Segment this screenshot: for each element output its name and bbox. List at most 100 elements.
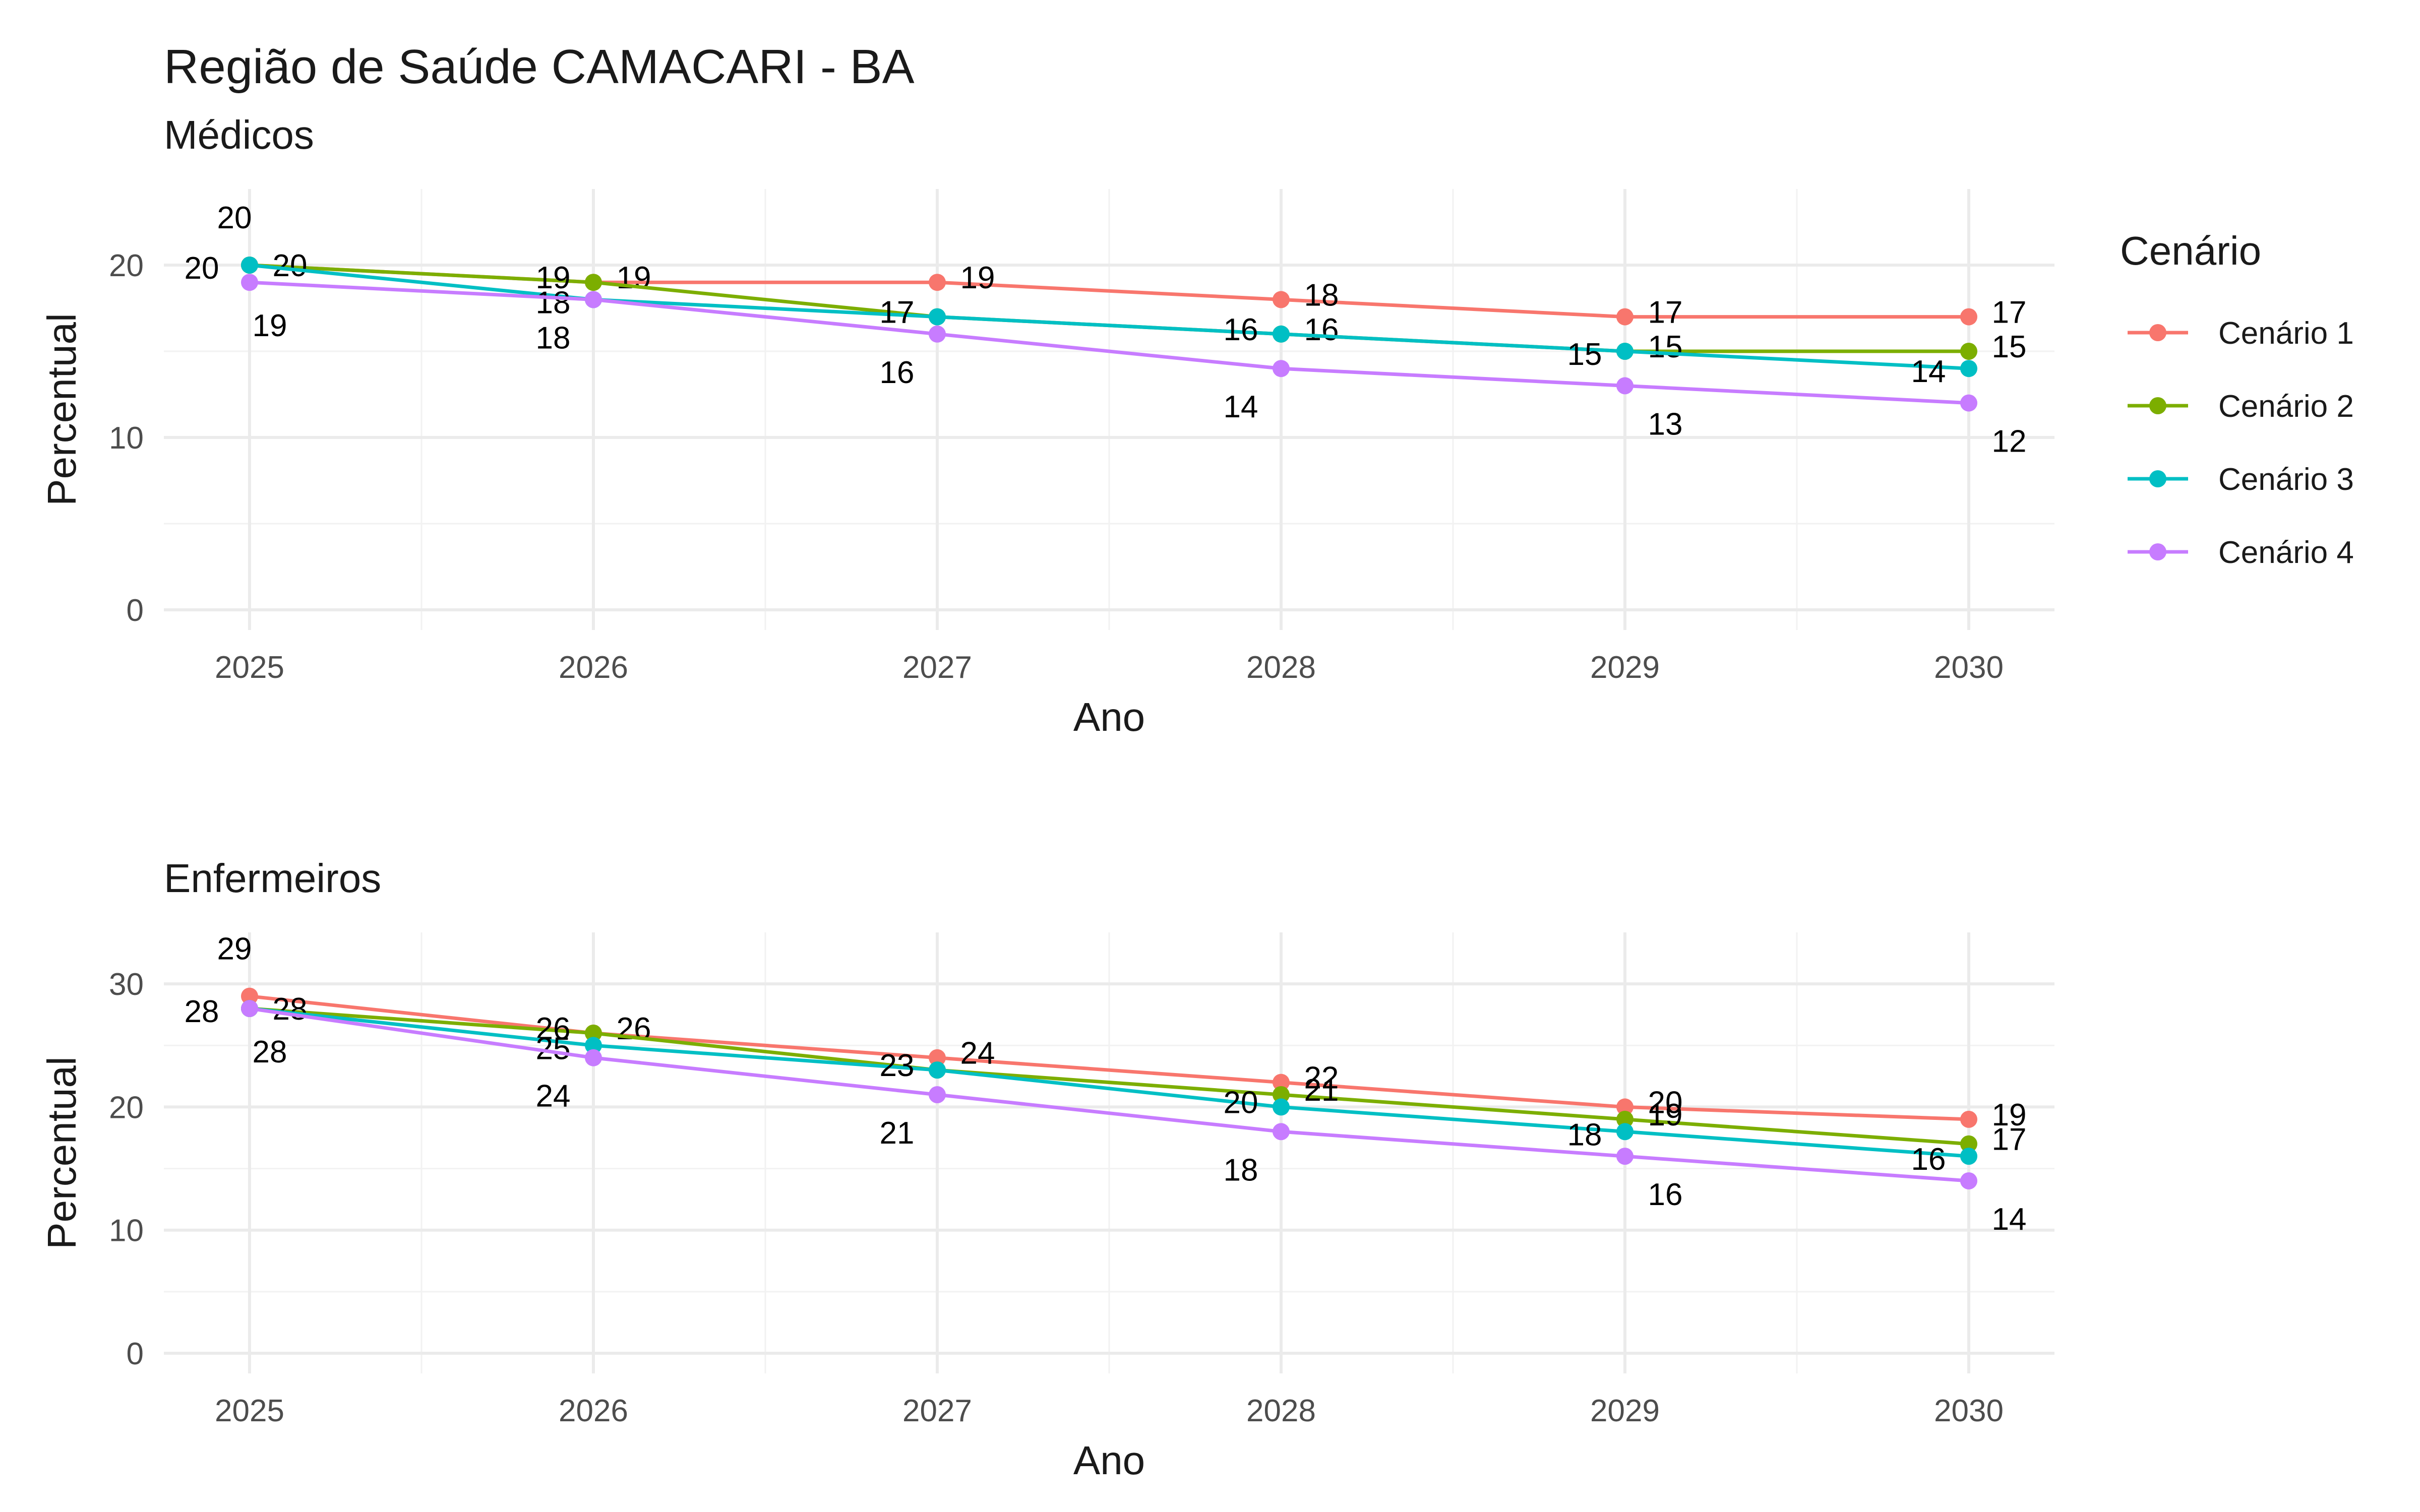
data-label: 24 — [536, 1079, 571, 1114]
x-tick-label: 2028 — [1246, 1394, 1316, 1428]
data-label: 20 — [1224, 1085, 1258, 1120]
data-point — [929, 308, 946, 326]
legend-label: Cenário 1 — [2218, 316, 2354, 351]
data-label: 21 — [1304, 1073, 1339, 1108]
legend-key-point — [2149, 324, 2166, 341]
y-tick-label: 30 — [109, 967, 144, 1002]
series-cenario-4: 28 24 21 18 16 14 — [241, 1000, 2026, 1237]
series-line — [249, 280, 1969, 405]
data-point — [1960, 343, 1977, 360]
data-label: 16 — [880, 355, 915, 390]
data-label: 20 — [185, 251, 219, 286]
data-label: 14 — [1224, 390, 1258, 424]
data-label: 19 — [1648, 1098, 1683, 1132]
series-line — [249, 994, 1969, 1121]
data-point — [1273, 1086, 1290, 1103]
data-label: 19 — [617, 261, 651, 295]
data-point — [1273, 360, 1290, 377]
x-tick-label: 2026 — [559, 1394, 628, 1428]
series-line — [249, 1006, 1969, 1146]
data-label: 13 — [1648, 407, 1683, 442]
x-tick-label: 2029 — [1590, 1394, 1660, 1428]
data-point — [585, 1049, 602, 1066]
x-tick-label: 2025 — [215, 650, 284, 685]
gridlines — [164, 932, 2054, 1373]
data-label: 18 — [1304, 278, 1339, 312]
data-point — [1960, 394, 1977, 412]
legend-label: Cenário 3 — [2218, 462, 2354, 497]
data-label: 28 — [185, 994, 219, 1029]
data-label: 29 — [217, 932, 252, 967]
legend-item-cenario-3: Cenário 3 — [2128, 462, 2354, 497]
x-tick-label: 2027 — [902, 650, 972, 685]
data-label: 14 — [1992, 1202, 2027, 1237]
data-point — [1616, 1148, 1634, 1165]
y-axis-title: Percentual — [39, 1056, 84, 1249]
legend-key-point — [2149, 397, 2166, 414]
data-label: 14 — [1911, 354, 1946, 389]
data-label: 20 — [217, 201, 252, 235]
data-point — [1616, 1098, 1634, 1116]
data-label: 18 — [536, 321, 571, 355]
data-point — [1616, 377, 1634, 395]
data-label: 16 — [1224, 312, 1258, 347]
y-tick-label: 0 — [127, 593, 144, 628]
data-point — [1616, 1123, 1634, 1141]
x-tick-label: 2030 — [1934, 1394, 2004, 1428]
data-label: 20 — [1648, 1085, 1683, 1120]
legend: Cenário Cenário 1 Cenário 2 Cenário 3 Cenári… — [2120, 228, 2354, 570]
x-tick-label: 2025 — [215, 1394, 284, 1428]
data-label: 16 — [1911, 1142, 1946, 1177]
data-point — [1273, 1074, 1290, 1091]
data-label: 18 — [1224, 1153, 1258, 1187]
series-line — [249, 263, 1969, 370]
data-point — [1960, 1148, 1977, 1165]
data-label: 18 — [1567, 1117, 1602, 1152]
data-point — [241, 257, 258, 274]
x-axis-title: Ano — [1073, 1438, 1145, 1483]
series-line — [249, 1006, 1969, 1183]
y-tick-label: 20 — [109, 1090, 144, 1125]
x-tick-label: 2030 — [1934, 650, 2004, 685]
legend-label: Cenário 2 — [2218, 389, 2354, 424]
data-point — [1960, 1110, 1977, 1128]
data-point — [1273, 1123, 1290, 1141]
x-tick-label: 2028 — [1246, 650, 1316, 685]
panel-subtitle: Enfermeiros — [164, 856, 381, 901]
data-point — [1960, 1172, 1977, 1189]
y-axis-title: Percentual — [39, 313, 84, 506]
data-point — [1960, 308, 1977, 326]
data-label: 16 — [1304, 312, 1339, 347]
legend-item-cenario-1: Cenário 1 — [2128, 316, 2354, 351]
panel-medicos: Médicos 0 10 20 2025 2026 2027 2028 2029 2030 Ano P… — [39, 112, 2054, 739]
x-tick-label: 2027 — [902, 1394, 972, 1428]
data-point — [1960, 1135, 1977, 1153]
x-tick-label: 2029 — [1590, 650, 1660, 685]
data-point — [1616, 308, 1634, 326]
data-label: 17 — [1992, 1122, 2027, 1157]
y-tick-label: 20 — [109, 248, 144, 283]
data-label: 12 — [1992, 424, 2027, 459]
data-label: 26 — [617, 1012, 651, 1046]
chart-title: Região de Saúde CAMACARI - BA — [164, 40, 915, 94]
legend-title: Cenário — [2120, 228, 2261, 273]
data-label: 17 — [1992, 295, 2027, 330]
data-label: 15 — [1648, 330, 1683, 364]
legend-key-point — [2149, 470, 2166, 487]
data-label: 22 — [1304, 1061, 1339, 1096]
data-point — [929, 1049, 946, 1066]
legend-label: Cenário 4 — [2218, 535, 2354, 570]
data-point — [1273, 291, 1290, 308]
data-label: 28 — [273, 992, 308, 1027]
data-label: 19 — [960, 261, 995, 295]
legend-key-point — [2149, 543, 2166, 560]
